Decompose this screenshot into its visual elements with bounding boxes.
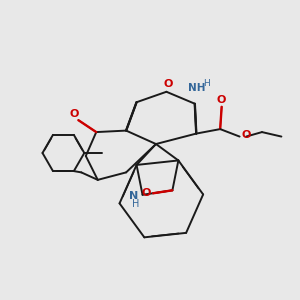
Text: H: H	[203, 79, 209, 88]
Text: O: O	[242, 130, 251, 140]
Text: O: O	[217, 95, 226, 105]
Text: O: O	[142, 188, 151, 198]
Text: N: N	[129, 191, 138, 201]
Text: H: H	[132, 199, 140, 209]
Text: O: O	[163, 79, 172, 89]
Text: O: O	[69, 109, 79, 118]
Text: NH: NH	[188, 83, 205, 93]
